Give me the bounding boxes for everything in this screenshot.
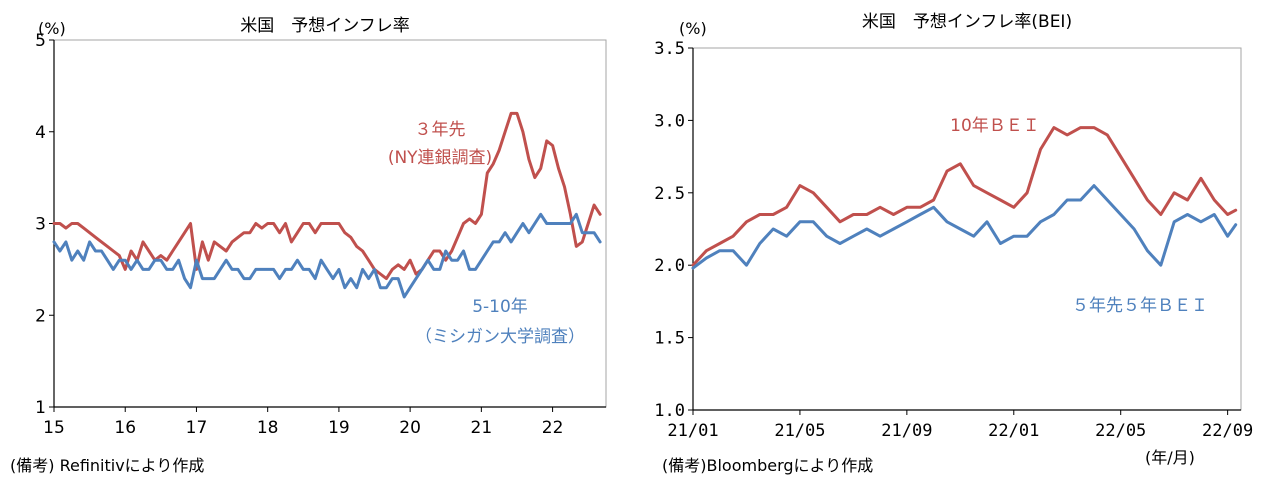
left-x-tick-label: 18 bbox=[257, 418, 279, 438]
left-series-label-blue-line2: （ミシガン大学調査） bbox=[415, 327, 585, 347]
right-x-tick-label: 22/01 bbox=[988, 421, 1039, 441]
right-source-note: (備考)Bloombergにより作成 bbox=[662, 456, 873, 475]
left-series-label-red-line2: (NY連銀調査) bbox=[388, 148, 492, 168]
left-x-tick-label: 21 bbox=[471, 418, 493, 438]
right-y-tick-label: 1.0 bbox=[654, 401, 685, 421]
right-y-tick-label: 3.5 bbox=[654, 39, 685, 59]
left-series-label-red-line1: ３年先 bbox=[415, 120, 466, 140]
right-series-group bbox=[691, 126, 1238, 270]
left-y-unit-label: (%) bbox=[38, 19, 66, 38]
right-plot-frame bbox=[692, 47, 1242, 411]
right-x-tick-label: 22/09 bbox=[1202, 421, 1253, 441]
right-series-label-blue: ５年先５年ＢＥＩ bbox=[1072, 296, 1208, 316]
right-series-line-red bbox=[691, 126, 1238, 267]
right-series-label-red: 10年ＢＥＩ bbox=[950, 116, 1040, 136]
right-x-tick-label: 21/01 bbox=[667, 421, 718, 441]
right-x-tick-label: 22/05 bbox=[1095, 421, 1146, 441]
left-y-tick-label: 1 bbox=[35, 398, 46, 418]
left-y-tick-label: 4 bbox=[35, 123, 46, 143]
right-x-ticks: 21/01 21/05 21/09 22/01 22/05 22/09 bbox=[667, 410, 1253, 441]
right-y-tick-label: 3.0 bbox=[654, 111, 685, 131]
chart-left: 米国 予想インフレ率 (%) 1 2 3 4 5 15 16 17 18 19 20 21 22 ３年… bbox=[10, 16, 607, 475]
left-y-tick-label: 3 bbox=[35, 215, 46, 235]
left-y-ticks: 1 2 3 4 5 bbox=[35, 31, 54, 418]
left-x-ticks: 15 16 17 18 19 20 21 22 bbox=[43, 407, 563, 438]
left-chart-title: 米国 予想インフレ率 bbox=[240, 16, 410, 36]
right-chart-title: 米国 予想インフレ率(BEI) bbox=[862, 12, 1072, 32]
left-series-line-blue bbox=[52, 212, 602, 299]
right-y-tick-label: 2.0 bbox=[654, 256, 685, 276]
right-y-tick-label: 1.5 bbox=[654, 329, 685, 349]
left-x-tick-label: 17 bbox=[186, 418, 208, 438]
right-series-line-blue bbox=[691, 184, 1238, 270]
left-y-tick-label: 2 bbox=[35, 306, 46, 326]
left-x-tick-label: 20 bbox=[399, 418, 421, 438]
right-x-tick-label: 21/05 bbox=[774, 421, 825, 441]
left-series-group bbox=[52, 111, 602, 299]
left-x-tick-label: 16 bbox=[114, 418, 136, 438]
left-x-tick-label: 22 bbox=[542, 418, 564, 438]
left-y-tick-label: 5 bbox=[35, 31, 46, 51]
right-y-tick-label: 2.5 bbox=[654, 184, 685, 204]
right-x-tick-label: 21/09 bbox=[881, 421, 932, 441]
right-y-ticks: 1.0 1.5 2.0 2.5 3.0 3.5 bbox=[654, 39, 693, 421]
left-source-note: (備考) Refinitivにより作成 bbox=[10, 456, 204, 475]
right-x-unit-note: (年/月) bbox=[1145, 448, 1195, 467]
left-series-line-red bbox=[52, 111, 602, 281]
left-series-label-blue-line1: 5-10年 bbox=[472, 297, 528, 317]
right-y-unit-label: (%) bbox=[679, 19, 707, 38]
left-x-tick-label: 19 bbox=[328, 418, 350, 438]
left-x-tick-label: 15 bbox=[43, 418, 65, 438]
chart-right: 米国 予想インフレ率(BEI) (%) 1.0 1.5 2.0 2.5 3.0 3.5 2… bbox=[654, 12, 1253, 475]
